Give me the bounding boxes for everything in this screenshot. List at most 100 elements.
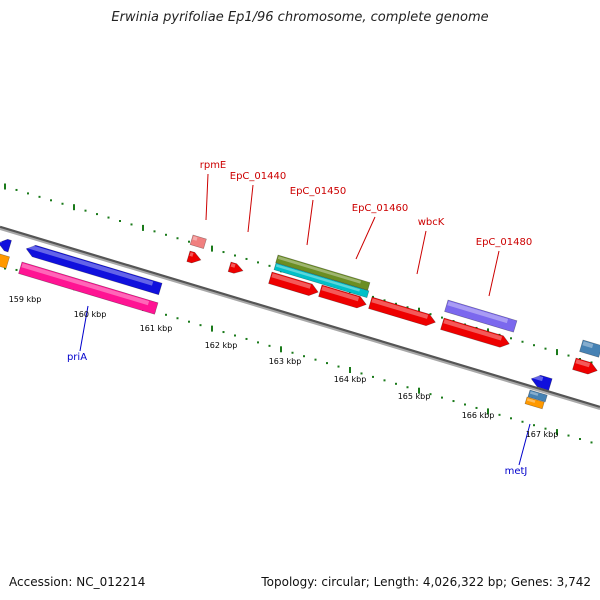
inner-tick-minor [188,320,190,323]
outer-tick-minor [153,230,156,233]
wbck-red-arrow-shape [368,296,436,327]
pria-blue-arrow-highlight [27,244,154,286]
outer-tick-minor [395,302,397,305]
accession-label: Accession: NC_012214 [9,575,146,589]
outer-tick-minor [84,209,87,212]
outer-tick-minor [441,316,443,319]
metj-orange-box-shape [524,396,545,410]
metj-steelblue-box [527,389,548,403]
gene-red-right-edge-shape [572,357,598,375]
leader-line-epc_01460 [355,216,376,260]
epc01480-purple-bar-highlight [447,301,509,324]
tick-label: 159 kbp [9,295,42,304]
outer-tick-minor [176,237,179,240]
inner-tick-minor [268,344,271,347]
tick-label: 160 kbp [74,310,107,319]
epc01450-olive-bar-highlight [277,256,362,284]
inner-tick-minor [475,406,478,409]
gene-label-epc_01450: EpC_01450 [290,186,346,197]
outer-tick-minor [27,192,29,195]
epc01460-red-arrow [318,284,367,309]
inner-tick-minor [326,362,328,365]
metj-orange-box [524,396,545,410]
gene-orange-left-edge [0,253,10,269]
epc01450-cyan-bar [273,262,370,298]
epc01450-cyan-bar-highlight [275,264,361,292]
gene-red-right-edge [572,357,598,375]
inner-tick-minor [360,372,363,375]
outer-tick-minor [119,220,121,222]
inner-tick-minor [245,337,248,340]
outer-tick-minor [257,261,259,264]
inner-tick-minor [498,413,501,416]
gene-label-epc_01480: EpC_01480 [476,237,532,248]
epc01480-red-arrow-highlight [443,319,503,341]
outer-tick-minor [107,216,110,219]
outer-tick-minor [521,340,524,343]
outer-tick-minor [50,199,52,202]
tick-label: 162 kbp [205,341,238,350]
inner-tick-minor [510,417,512,420]
inner-tick-minor [176,317,179,320]
inner-tick-minor [291,351,294,354]
inner-tick-minor [521,420,524,423]
inner-tick-minor [372,375,374,378]
outer-tick-minor [544,347,547,350]
outer-tick-minor [268,264,271,267]
inner-tick-minor [452,400,455,403]
epc01480-purple-bar [444,299,518,333]
genome-stats: Topology: circular; Length: 4,026,322 bp… [261,575,591,589]
gene-label-epc_01440: EpC_01440 [230,171,286,182]
inner-tick-minor [567,434,570,437]
inner-tick-minor [337,365,340,368]
epc01450-red-arrow [268,271,319,296]
inner-tick-minor [222,331,225,334]
wbck-red-arrow [368,296,436,327]
rpme-red-arrow [186,250,202,264]
outer-tick-minor [15,188,18,191]
leader-line-pria [79,305,89,352]
leader-line-epc_01480 [488,250,500,297]
inner-tick-minor [383,379,386,382]
outer-tick-minor [234,254,236,257]
tick-label: 165 kbp [398,392,431,401]
inner-tick-minor [429,393,432,396]
gene-arrow-left-edge-highlight [0,238,3,243]
epc01480-purple-bar-shape [444,299,518,333]
inner-tick-minor [314,358,317,361]
outer-tick-minor [372,295,374,298]
pria-blue-arrow-shape [25,244,163,296]
inner-tick-minor [15,268,18,271]
leader-line-metj [518,423,531,466]
gene-orange-left-edge-shape [0,253,10,269]
epc01480-red-arrow-shape [440,317,510,348]
outer-tick-minor [61,202,64,205]
pria-magenta-bar-highlight [21,263,150,306]
outer-tick-minor [222,251,225,254]
kbp-tick-labels: 159 kbp 160 kbp 161 kbp 162 kbp 163 kbp 164 k… [9,295,559,439]
gene-red-right-edge-highlight [575,359,591,368]
gene-steelblue-right-edge [579,339,600,358]
rpme-red-arrow-shape [186,250,202,264]
leader-line-epc_01450 [306,199,314,246]
pria-blue-arrow [25,244,163,296]
outer-tick-minor [429,313,432,316]
outer-tick-minor [510,337,512,340]
map-title: Erwinia pyrifoliae Ep1/96 chromosome, co… [111,10,489,25]
epc01480-red-arrow [440,317,510,348]
pria-magenta-bar-shape [18,261,159,315]
rpme-pink-box-highlight [192,236,198,241]
inner-tick-minor [257,341,259,344]
rpme-red-arrow-highlight [189,252,194,257]
gene-label-rpme: rpmE [200,160,227,171]
metj-steelblue-box-highlight [529,391,539,396]
inner-tick-minor [165,313,167,316]
inner-tick-minor [234,334,236,337]
inner-tick-minor [199,324,202,327]
gene-label-epc_01460: EpC_01460 [352,203,408,214]
epc01440-red-arrow-highlight [230,263,236,268]
metj-blue-arrow-shape [530,374,553,391]
epc01450-olive-bar [275,254,371,291]
rpme-pink-box-shape [189,234,207,249]
